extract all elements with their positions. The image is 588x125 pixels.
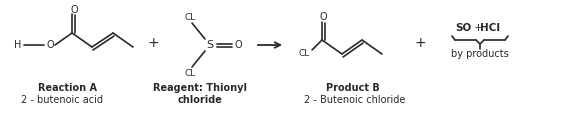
Text: +: + bbox=[414, 36, 426, 50]
Text: CL: CL bbox=[185, 68, 196, 78]
Text: 2 - Butenoic chloride: 2 - Butenoic chloride bbox=[305, 95, 406, 105]
Text: S: S bbox=[206, 40, 213, 50]
Text: Reagent: Thionyl: Reagent: Thionyl bbox=[153, 83, 247, 93]
Text: O: O bbox=[234, 40, 242, 50]
Text: HCl: HCl bbox=[480, 23, 500, 33]
Text: Reaction A: Reaction A bbox=[38, 83, 98, 93]
Text: +: + bbox=[471, 23, 486, 33]
Text: 2 - butenoic acid: 2 - butenoic acid bbox=[21, 95, 103, 105]
Text: by products: by products bbox=[451, 49, 509, 59]
Text: CL: CL bbox=[298, 48, 310, 58]
Text: Product B: Product B bbox=[326, 83, 380, 93]
Text: H: H bbox=[14, 40, 22, 50]
Text: O: O bbox=[46, 40, 54, 50]
Text: O: O bbox=[320, 12, 328, 22]
Text: chloride: chloride bbox=[178, 95, 222, 105]
Text: O: O bbox=[70, 5, 78, 15]
Text: +: + bbox=[147, 36, 159, 50]
Text: CL: CL bbox=[185, 12, 196, 22]
Text: SO: SO bbox=[455, 23, 471, 33]
